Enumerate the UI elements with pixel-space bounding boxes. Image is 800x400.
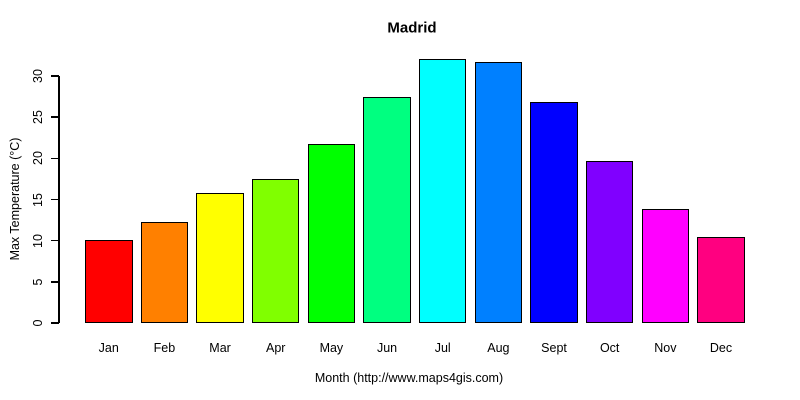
bar-oct [585,160,634,323]
y-axis-tick-25 [51,116,59,118]
bar-jul [418,58,467,323]
x-axis-label: Month (http://www.maps4gis.com) [314,371,504,385]
month-label-nov: Nov [654,341,677,355]
bar-nov [641,208,690,323]
month-label-aug: Aug [487,341,510,355]
month-label-oct: Oct [599,341,620,355]
y-axis-tick-0 [51,322,59,324]
y-axis-tick-5 [51,281,59,283]
y-axis-tick-label-5: 5 [31,278,45,286]
month-label-jun: Jun [376,341,398,355]
bar-aug [474,62,523,323]
bar-dec [697,237,745,323]
bar-mar [196,192,244,323]
month-label-sept: Sept [541,341,567,355]
month-label-jan: Jan [98,341,119,355]
bar-apr [251,178,300,323]
y-axis-tick-label-20: 20 [31,151,45,166]
y-axis-tick-label-10: 10 [31,233,45,248]
y-axis-label: Max Temperature (°C) [8,137,22,261]
month-label-dec: Dec [709,341,733,355]
y-axis-tick-30 [51,75,59,77]
bar-jan [85,239,133,323]
month-label-mar: Mar [209,341,231,355]
y-axis-tick-10 [51,239,59,242]
y-axis-tick-label-0: 0 [31,319,45,327]
bar-feb [140,221,189,323]
y-axis-tick-15 [51,198,59,201]
y-axis-tick-20 [51,157,59,160]
month-label-may: May [319,341,344,355]
y-axis-tick-label-15: 15 [31,192,45,207]
month-label-apr: Apr [265,341,286,355]
month-label-feb: Feb [153,341,176,355]
y-axis-tick-label-25: 25 [31,110,45,125]
bar-jun [363,96,411,323]
month-label-jul: Jul [434,341,451,355]
bar-sept [530,101,578,323]
chart-title: Madrid [387,19,437,37]
bar-may [307,143,356,323]
y-axis-tick-label-30: 30 [31,69,45,83]
